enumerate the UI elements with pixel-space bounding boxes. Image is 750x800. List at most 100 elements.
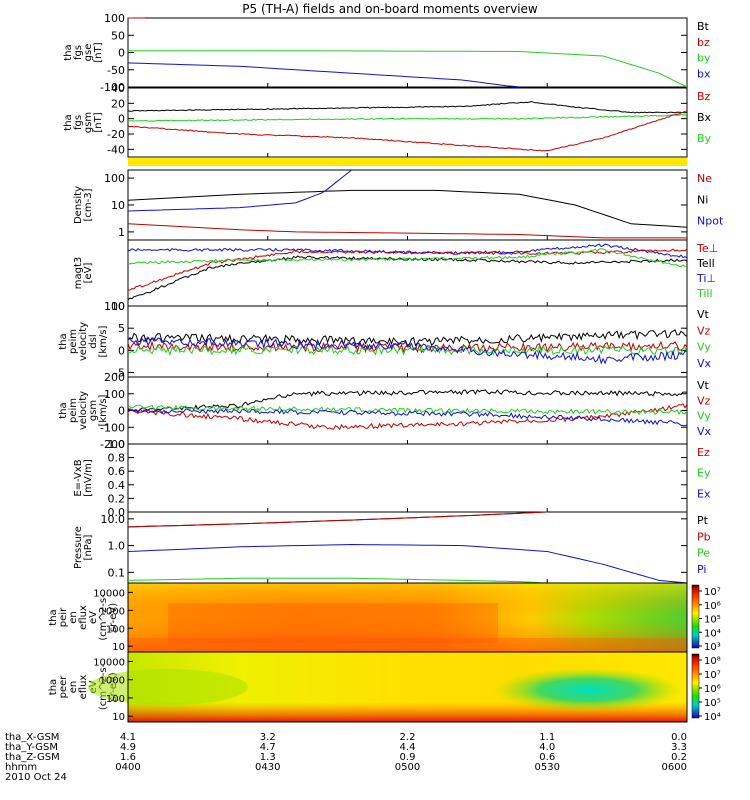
ytick-label: 10 [111, 300, 125, 313]
colorbar [691, 653, 700, 719]
ylabel-density: Density[cm-3] [73, 186, 94, 224]
ytick-label: 50 [111, 29, 125, 42]
ylabel-efield: E=-VxB[mV/m] [73, 459, 94, 497]
position-value: 3.3 [671, 742, 687, 753]
position-value: 1.1 [539, 732, 555, 743]
ytick-label: 100 [106, 694, 125, 705]
ytick-label: 100 [104, 172, 125, 185]
position-value: 2.2 [400, 732, 416, 743]
series-Pe [127, 577, 548, 584]
panel-fgs-gsm: thafgsgsm[nT] 40 20 0 -20 -40 Bz Bx By [63, 82, 712, 158]
position-value: 0430 [255, 762, 280, 773]
panel-efield: E=-VxB[mV/m] 1.00.80.60.40.20.0 Ez Ey Ex [73, 438, 711, 519]
series-Vy [127, 344, 688, 357]
series-Npot [127, 169, 352, 212]
colorbar-label: 10⁴ [704, 628, 721, 639]
series-by [128, 50, 688, 88]
legend-Pe: Pe [697, 547, 710, 560]
legend-Bt: Bt [697, 20, 710, 33]
legend-Te⊥: Te⊥ [696, 242, 718, 255]
ytick-label: 10 [111, 199, 125, 212]
series-Vx [127, 337, 688, 365]
ytick-label: 0.2 [108, 492, 126, 505]
legend-Vt: Vt [697, 379, 710, 392]
panel-peim-velocity: thapeimvelocitydsl[km/s]10 5 0 -5 Vt Vz Vy Vx [58, 300, 712, 380]
ytick-label: 0.8 [108, 452, 126, 465]
position-label: tha_X-GSM [5, 732, 59, 743]
legend-Ey: Ey [697, 467, 711, 480]
legend-Ez: Ez [697, 446, 710, 459]
ytick-label: 100 [104, 300, 125, 313]
heatmap-shading [128, 583, 687, 652]
date-label: 2010 Oct 24 [5, 772, 67, 783]
yellow-band [128, 158, 687, 166]
legend-Vy: Vy [697, 341, 711, 354]
colorbar-label: 10⁵ [704, 698, 721, 709]
position-value: 0530 [535, 762, 560, 773]
ytick-label: 10 [112, 712, 125, 723]
panel-pressure: Pressure[nPa] 10.0 1.0 0.1 Pt Pb Pe Pi [73, 511, 711, 584]
series-Bt [127, 100, 688, 114]
ytick-label: 0.0 [108, 506, 126, 519]
ytick-label: 0.1 [108, 566, 126, 579]
colorbar-label: 10⁶ [704, 601, 721, 612]
ytick-label: 10000 [93, 657, 125, 668]
position-value: 4.0 [539, 742, 555, 753]
legend-Vy: Vy [697, 410, 711, 423]
legend-Vx: Vx [697, 357, 712, 370]
series-bx [127, 62, 520, 88]
series-Ne [127, 223, 687, 239]
ytick-label: 0 [118, 113, 125, 126]
position-value: 4.9 [120, 742, 136, 753]
legend-Vz: Vz [697, 324, 711, 337]
panel-frame [127, 169, 688, 241]
heatmap-spot [493, 668, 683, 712]
legend-Ni: Ni [697, 193, 708, 206]
ytick-label: 1000 [100, 606, 125, 617]
ytick-label: -5 [114, 367, 125, 380]
ytick-label: 10.0 [101, 513, 126, 526]
colorbar-label: 10⁶ [704, 684, 721, 695]
legend-Bz: Bz [697, 90, 711, 103]
ylabel-pressure: Pressure[nPa] [73, 526, 94, 569]
ylabel-peim-velocity-gsm: thapeimvelocitygsm[km/s] [58, 391, 109, 430]
legend-Ex: Ex [697, 487, 711, 500]
ytick-label: 1.0 [108, 540, 126, 553]
ytick-label: 0 [118, 344, 125, 357]
ytick-label: 40 [111, 82, 125, 95]
colorbar-label: 10⁵ [704, 615, 721, 626]
series-Pb [127, 511, 548, 528]
panel-peer-en-eflux: thapeerenefluxeV(cm^2-s-sr-eV)1000010001… [48, 651, 721, 723]
ytick-label: -200 [100, 438, 125, 451]
ytick-label: 10000 [93, 588, 125, 599]
ytick-label: 0 [118, 405, 125, 418]
ytick-label: 200 [104, 371, 125, 384]
legend-Pb: Pb [697, 530, 711, 543]
series-Till [127, 248, 688, 268]
position-value: 0400 [115, 762, 140, 773]
series-Ni [127, 189, 688, 228]
panel-frame [127, 651, 688, 723]
ylabel-temperature: magt3[eV] [73, 257, 94, 290]
legend-bx: bx [697, 67, 711, 80]
heatmap-lowband [128, 638, 687, 652]
position-value: 0600 [662, 762, 687, 773]
position-value: 1.6 [120, 752, 136, 763]
position-value: 0500 [395, 762, 420, 773]
ytick-label: -100 [100, 421, 125, 434]
legend-Npot: Npot [697, 215, 724, 228]
ytick-label: 1.0 [108, 438, 126, 451]
ytick-label: 0.6 [108, 465, 126, 478]
colorbar-label: 10⁸ [704, 656, 721, 667]
position-label: hhmm [5, 762, 37, 773]
ytick-label: 10 [112, 642, 125, 653]
position-value: 0.2 [671, 752, 687, 763]
legend-Tell: Tell [696, 257, 715, 270]
series-Bz [127, 110, 688, 152]
ytick-label: -50 [107, 64, 125, 77]
position-value: 0.6 [539, 752, 555, 763]
position-value: 0.0 [671, 732, 687, 743]
series-Vt [127, 329, 688, 347]
legend-Pt: Pt [697, 514, 709, 527]
